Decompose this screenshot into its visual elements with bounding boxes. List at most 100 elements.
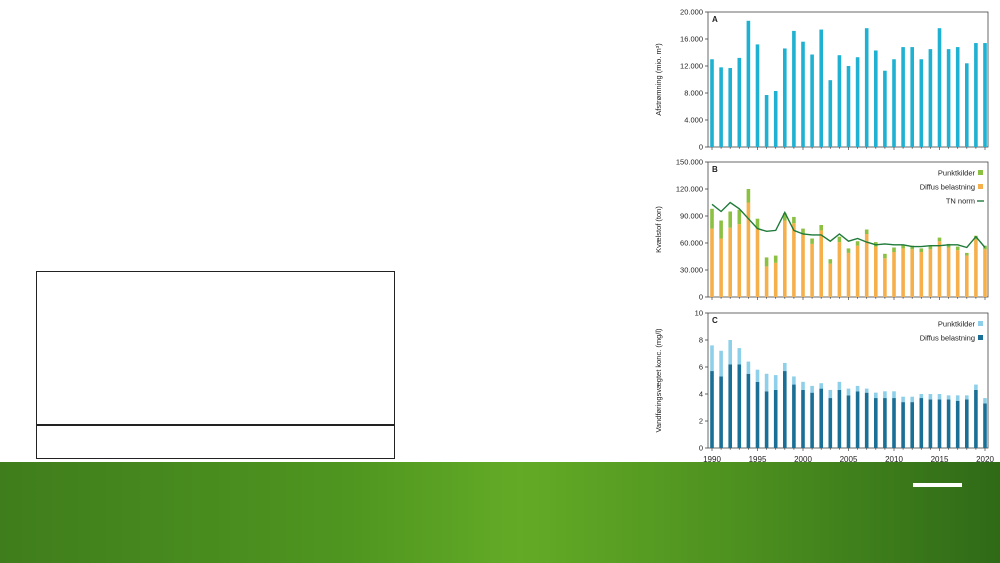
x-tick-label: 2020 [976, 455, 994, 464]
x-tick-label: 1995 [749, 455, 767, 464]
y-tick-label: 10 [695, 309, 703, 318]
bar-punktkilder [855, 385, 860, 392]
bar-diffus-belastning [746, 202, 751, 297]
bar-punktkilder [783, 213, 787, 221]
bar-punktkilder [801, 228, 805, 234]
panel-letter: B [712, 165, 718, 174]
bar-runoff [746, 20, 751, 147]
bar-diffus-belastning [746, 373, 751, 448]
panel-letter: A [712, 15, 718, 24]
y-tick-label: 0 [699, 143, 703, 152]
y-tick-label: 60.000 [680, 239, 703, 248]
bar-diffus-belastning [864, 234, 869, 297]
bar-diffus-belastning [919, 398, 924, 448]
bar-diffus-belastning [819, 388, 823, 448]
bar-runoff [846, 66, 851, 147]
x-tick-label: 2015 [931, 455, 949, 464]
y-tick-label: 0 [699, 293, 703, 302]
x-tick-label: 2000 [794, 455, 812, 464]
y-tick-label: 4.000 [684, 116, 703, 125]
bar-diffus-belastning [937, 399, 942, 448]
bar-runoff [710, 59, 714, 147]
bar-punktkilder [828, 259, 833, 264]
bar-diffus-belastning [974, 389, 978, 448]
bar-runoff [864, 28, 869, 148]
bar-diffus-belastning [801, 234, 805, 297]
bar-runoff [983, 43, 987, 147]
bar-runoff [810, 54, 814, 147]
bar-runoff [828, 80, 833, 147]
bar-punktkilder [764, 257, 769, 267]
bar-punktkilder [937, 394, 942, 400]
bar-diffus-belastning [783, 371, 787, 448]
legend-swatch [978, 335, 983, 340]
bar-punktkilder [910, 396, 914, 403]
bar-runoff [764, 95, 769, 147]
line-tn-norm [711, 201, 986, 249]
bar-punktkilder [983, 398, 987, 404]
bar-diffus-belastning [892, 398, 896, 448]
bar-punktkilder [910, 245, 914, 250]
y-tick-label: 30.000 [680, 266, 703, 275]
y-tick-label: 90.000 [680, 212, 703, 221]
bar-runoff [792, 30, 796, 147]
bar-runoff [719, 67, 723, 147]
x-tick-label: 2005 [840, 455, 858, 464]
legend-swatch [978, 184, 983, 189]
bar-diffus-belastning [910, 402, 914, 448]
bar-punktkilder [719, 350, 723, 377]
bar-runoff [737, 57, 742, 147]
bar-punktkilder [874, 392, 878, 399]
bar-punktkilder [764, 373, 769, 392]
bar-diffus-belastning [710, 228, 714, 297]
bar-diffus-belastning [737, 364, 742, 448]
bar-diffus-belastning [883, 398, 887, 448]
bar-punktkilder [983, 245, 987, 250]
bar-runoff [965, 63, 969, 147]
bar-punktkilder [783, 362, 787, 372]
bar-punktkilder [864, 388, 869, 393]
bar-diffus-belastning [710, 371, 714, 448]
y-tick-label: 20.000 [680, 8, 703, 17]
bar-diffus-belastning [864, 392, 869, 448]
bar-diffus-belastning [792, 384, 796, 448]
bar-punktkilder [755, 369, 760, 382]
y-tick-label: 120.000 [676, 185, 703, 194]
bar-runoff [883, 70, 887, 147]
bar-punktkilder [728, 340, 732, 365]
bar-runoff [855, 57, 860, 147]
bar-runoff [773, 90, 778, 147]
bar-runoff [955, 47, 960, 147]
bar-diffus-belastning [983, 249, 987, 297]
bar-runoff [910, 47, 914, 147]
bar-punktkilder [801, 381, 805, 390]
bar-punktkilder [773, 255, 778, 263]
bar-diffus-belastning [764, 391, 769, 448]
y-tick-label: 8.000 [684, 89, 703, 98]
bar-diffus-belastning [846, 252, 851, 297]
bar-diffus-belastning [955, 400, 960, 448]
bar-punktkilder [892, 247, 896, 252]
bar-runoff [874, 50, 878, 147]
bar-diffus-belastning [883, 258, 887, 297]
bar-punktkilder [864, 229, 869, 234]
bar-punktkilder [710, 345, 714, 372]
bar-diffus-belastning [901, 402, 905, 448]
bar-runoff [819, 29, 823, 147]
charts-svg: A 0 4.000 8.000 12.000 16.000 20.000 Afstrømnin… [654, 8, 994, 464]
bar-runoff [974, 43, 978, 147]
bar-punktkilder [928, 394, 933, 400]
bar-punktkilder [810, 238, 814, 244]
bar-diffus-belastning [728, 364, 732, 448]
bar-diffus-belastning [874, 246, 878, 297]
bar-diffus-belastning [764, 266, 769, 297]
bar-diffus-belastning [828, 263, 833, 297]
bar-punktkilder [746, 361, 751, 374]
bar-punktkilder [837, 381, 842, 390]
y-tick-label: 8 [699, 336, 703, 345]
bar-punktkilder [901, 396, 905, 403]
y-axis-label: Vandføringsvægtet konc. (mg/l) [654, 328, 663, 433]
footer-dash [913, 483, 962, 487]
bar-runoff [937, 28, 942, 148]
bar-diffus-belastning [755, 381, 760, 448]
